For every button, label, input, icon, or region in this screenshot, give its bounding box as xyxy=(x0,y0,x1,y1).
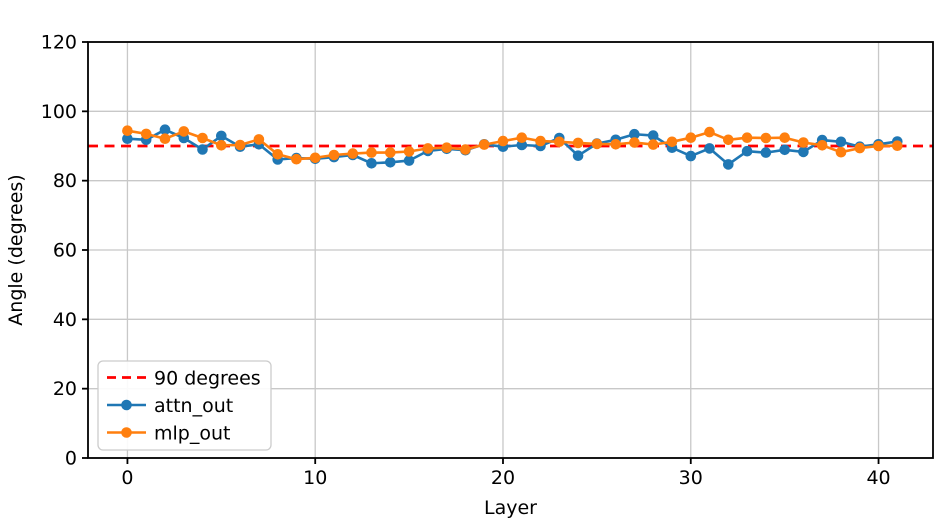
data-point-mlp_out xyxy=(892,140,903,151)
data-point-mlp_out xyxy=(835,146,847,158)
data-point-attn_out xyxy=(779,144,790,156)
data-point-mlp_out xyxy=(347,148,359,159)
data-point-attn_out xyxy=(629,128,640,140)
data-point-mlp_out xyxy=(253,134,265,145)
y-axis: 0 20 40 60 80 100 120 xyxy=(41,32,88,470)
x-tick-label: 10 xyxy=(303,467,327,489)
y-axis-label: Angle (degrees) xyxy=(5,174,27,325)
data-point-mlp_out xyxy=(779,132,790,143)
data-point-mlp_out xyxy=(309,152,321,164)
data-point-mlp_out xyxy=(497,135,509,147)
data-point-mlp_out xyxy=(403,146,415,157)
data-point-mlp_out xyxy=(234,139,246,151)
data-point-mlp_out xyxy=(610,139,621,150)
data-point-mlp_out xyxy=(328,149,340,161)
data-point-mlp_out xyxy=(554,136,565,148)
y-tick-label: 100 xyxy=(41,101,77,123)
y-tick-label: 40 xyxy=(53,309,77,331)
data-point-attn_out xyxy=(760,147,772,158)
data-point-mlp_out xyxy=(159,133,171,144)
data-point-mlp_out xyxy=(178,126,190,137)
y-tick-label: 60 xyxy=(53,240,77,262)
data-point-mlp_out xyxy=(140,128,152,140)
data-point-mlp_out xyxy=(291,153,302,165)
data-point-attn_out xyxy=(741,145,753,157)
data-point-mlp_out xyxy=(516,132,528,143)
data-point-mlp_out xyxy=(422,143,434,154)
x-tick-label: 20 xyxy=(491,467,515,489)
data-point-mlp_out xyxy=(760,132,772,144)
data-point-mlp_out xyxy=(572,137,584,149)
data-point-attn_out xyxy=(798,146,809,158)
x-axis: 0 10 20 30 40 xyxy=(121,458,891,489)
data-point-mlp_out xyxy=(704,126,715,138)
legend-marker-mlp_out xyxy=(121,427,132,438)
data-point-mlp_out xyxy=(666,136,678,148)
data-point-mlp_out xyxy=(122,125,133,136)
y-tick-label: 120 xyxy=(41,32,77,54)
legend-marker-attn_out xyxy=(121,399,132,411)
data-point-mlp_out xyxy=(629,137,640,148)
data-point-mlp_out xyxy=(460,144,471,155)
data-point-mlp_out xyxy=(816,140,828,151)
data-point-mlp_out xyxy=(647,139,659,150)
y-tick-label: 20 xyxy=(53,378,77,400)
data-point-mlp_out xyxy=(873,140,884,152)
x-axis-label: Layer xyxy=(484,497,537,519)
data-point-attn_out xyxy=(704,143,715,154)
data-point-mlp_out xyxy=(854,142,866,154)
data-point-mlp_out xyxy=(216,140,227,151)
x-tick-label: 30 xyxy=(679,467,703,489)
data-point-mlp_out xyxy=(685,132,697,143)
data-point-mlp_out xyxy=(723,134,734,146)
data-point-mlp_out xyxy=(441,142,453,153)
x-tick-label: 40 xyxy=(866,467,890,489)
data-point-mlp_out xyxy=(272,149,284,160)
data-point-mlp_out xyxy=(197,132,208,144)
data-point-attn_out xyxy=(572,150,584,161)
series-mlp_out xyxy=(122,125,903,165)
data-point-mlp_out xyxy=(741,132,753,143)
data-point-mlp_out xyxy=(385,147,396,158)
legend-label: attn_out xyxy=(154,395,233,417)
data-point-attn_out xyxy=(366,158,377,169)
data-point-attn_out xyxy=(122,133,133,144)
data-point-mlp_out xyxy=(535,135,546,147)
data-point-attn_out xyxy=(685,150,697,162)
legend-label: 90 degrees xyxy=(154,368,261,390)
data-point-attn_out xyxy=(516,139,528,151)
data-point-attn_out xyxy=(403,155,415,166)
data-point-mlp_out xyxy=(478,139,490,150)
y-tick-label: 80 xyxy=(53,170,77,192)
data-point-mlp_out xyxy=(798,137,809,148)
legend-box xyxy=(97,360,272,451)
data-point-attn_out xyxy=(835,136,847,148)
data-point-mlp_out xyxy=(366,147,377,158)
data-point-attn_out xyxy=(197,144,208,155)
y-tick-label: 0 xyxy=(65,448,77,470)
data-point-attn_out xyxy=(159,124,171,135)
data-point-attn_out xyxy=(385,157,396,168)
data-point-mlp_out xyxy=(591,138,603,150)
data-point-attn_out xyxy=(647,130,659,141)
legend-label: mlp_out xyxy=(154,423,230,445)
data-point-attn_out xyxy=(723,159,734,170)
legend: 90 degrees attn_out mlp_out xyxy=(97,360,272,451)
x-tick-label: 0 xyxy=(121,467,133,489)
data-point-attn_out xyxy=(216,130,227,142)
